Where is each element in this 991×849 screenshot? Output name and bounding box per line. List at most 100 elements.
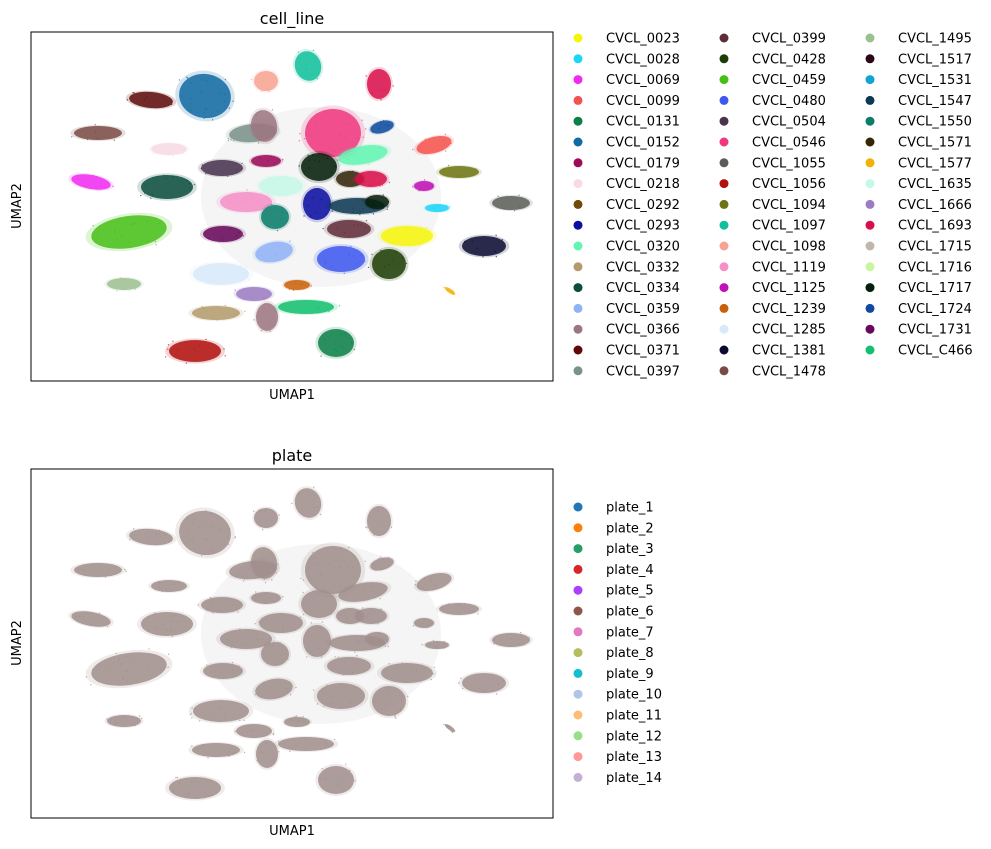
legend-marker <box>865 54 875 64</box>
legend-entry: CVCL_0371 <box>606 344 680 359</box>
legend-marker <box>573 689 583 699</box>
legend-entry: CVCL_0504 <box>752 115 826 130</box>
legend-entry: CVCL_1478 <box>752 364 826 379</box>
legend-marker <box>865 75 875 85</box>
plate-clusters <box>68 486 533 801</box>
cluster-mixed-44 <box>254 737 280 771</box>
legend-entry: plate_12 <box>606 729 662 744</box>
legend-entry: plate_8 <box>606 646 654 661</box>
legend-entry: CVCL_1724 <box>898 302 972 317</box>
legend-marker <box>573 585 583 595</box>
legend-entry: CVCL_1055 <box>752 156 826 171</box>
legend-entry: CVCL_0179 <box>606 156 680 171</box>
cluster-mixed-37 <box>369 683 409 719</box>
legend-marker <box>573 54 583 64</box>
legend-entry: CVCL_1731 <box>898 323 972 338</box>
legend-marker <box>573 220 583 230</box>
cluster-mixed-40 <box>282 715 312 728</box>
cluster-mixed-7 <box>248 544 280 584</box>
cluster-mixed-24 <box>300 621 335 660</box>
cluster-CVCL_0459 <box>85 212 173 252</box>
legend-entry: plate_3 <box>606 542 654 557</box>
legend-marker <box>573 502 583 512</box>
legend-marker <box>573 179 583 189</box>
legend-entry: CVCL_C466 <box>898 344 973 359</box>
legend-entry: plate_6 <box>606 605 654 620</box>
legend-entry: CVCL_1285 <box>752 323 826 338</box>
legend-entry: plate_7 <box>606 625 654 640</box>
plate-panel: plate UMAP1 UMAP2 plate_1 plate_2 plate_3p… <box>10 446 662 839</box>
legend-marker <box>719 179 729 189</box>
cluster-mixed-3 <box>365 503 393 539</box>
legend-marker <box>573 303 583 313</box>
legend-entry: CVCL_1577 <box>898 156 972 171</box>
cluster-mixed-43 <box>188 741 246 759</box>
legend-marker <box>719 262 729 272</box>
legend-marker <box>573 283 583 293</box>
legend-marker <box>719 283 729 293</box>
legend-marker <box>865 179 875 189</box>
legend-entry: CVCL_0218 <box>606 177 680 192</box>
legend-marker <box>573 544 583 554</box>
legend-entry: CVCL_1098 <box>752 240 826 255</box>
cell-line-title: cell_line <box>260 9 324 29</box>
legend-marker <box>719 116 729 126</box>
cluster-CVCL_1478 <box>70 124 126 142</box>
cluster-CVCL_1693 <box>351 169 391 189</box>
legend-entry: CVCL_1693 <box>898 219 972 234</box>
legend-marker <box>573 366 583 376</box>
plate-plot-frame <box>30 468 554 819</box>
legend-entry: plate_10 <box>606 688 662 703</box>
cluster-mixed-33 <box>377 661 437 685</box>
legend-entry: CVCL_1666 <box>898 198 972 213</box>
cluster-mixed-22 <box>254 611 307 635</box>
cluster-CVCL_1550 <box>258 203 292 232</box>
cluster-CVCL_0332 <box>188 304 246 322</box>
cluster-CVCL_0399 <box>322 218 375 240</box>
cluster-CVCL_1693 <box>365 66 394 102</box>
legend-marker <box>719 241 729 251</box>
legend-entry: CVCL_1495 <box>898 32 972 47</box>
legend-marker <box>865 95 875 105</box>
plate-y-axis-label: UMAP2 <box>10 620 25 666</box>
cluster-CVCL_0218 <box>148 142 190 157</box>
legend-entry: plate_1 <box>606 501 654 516</box>
legend-entry: plate_9 <box>606 667 654 682</box>
cluster-mixed-26 <box>362 630 391 648</box>
legend-marker <box>719 220 729 230</box>
cluster-mixed-39 <box>104 714 144 728</box>
legend-marker <box>865 303 875 313</box>
cluster-mixed-19 <box>137 610 197 638</box>
legend-marker <box>573 731 583 741</box>
legend-marker <box>573 668 583 678</box>
legend-marker <box>719 137 729 147</box>
cluster-CVCL_1285 <box>188 261 254 287</box>
legend-entry: CVCL_0366 <box>606 323 680 338</box>
cluster-CVCL_1635 <box>255 174 307 198</box>
legend-marker <box>719 95 729 105</box>
legend-entry: plate_4 <box>606 563 654 578</box>
cluster-CVCL_1098 <box>250 69 280 93</box>
cluster-mixed-21 <box>436 602 482 616</box>
legend-entry: CVCL_1125 <box>752 281 826 296</box>
legend-marker <box>573 345 583 355</box>
cluster-CVCL_0428 <box>367 246 409 282</box>
cluster-CVCL_0366 <box>253 300 280 334</box>
legend-marker <box>573 606 583 616</box>
cluster-mixed-41 <box>443 723 456 733</box>
legend-entry: CVCL_0028 <box>606 52 680 67</box>
legend-entry: CVCL_1239 <box>752 302 826 317</box>
legend-marker <box>865 324 875 334</box>
legend-marker <box>573 772 583 782</box>
cluster-mixed-38 <box>188 698 254 724</box>
legend-marker <box>573 116 583 126</box>
legend-marker <box>573 262 583 272</box>
cluster-mixed-1 <box>252 506 280 531</box>
legend-entry: CVCL_1715 <box>898 240 972 255</box>
cluster-CVCL_1125 <box>412 179 436 192</box>
cluster-mixed-12 <box>197 595 247 615</box>
cluster-mixed-35 <box>252 677 297 701</box>
legend-marker <box>865 220 875 230</box>
legend-marker <box>573 33 583 43</box>
